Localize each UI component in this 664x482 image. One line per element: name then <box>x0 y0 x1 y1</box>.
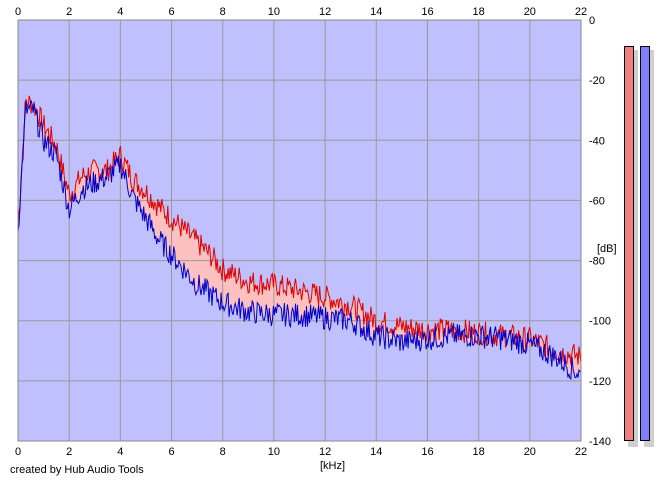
x-tick-label: 2 <box>66 446 72 458</box>
credit-text: created by Hub Audio Tools <box>10 464 144 476</box>
x-tick-label: 8 <box>220 6 226 18</box>
x-tick-label: 10 <box>268 6 280 18</box>
series-line-right <box>17 100 582 380</box>
x-tick-label: 22 <box>575 446 587 458</box>
x-tick-label: 22 <box>575 6 587 18</box>
x-tick-label: 4 <box>117 446 123 458</box>
y-tick-label: -100 <box>589 316 611 328</box>
level-meter-right <box>640 46 650 441</box>
y-tick-label: -80 <box>589 256 605 268</box>
y-tick-label: -140 <box>589 436 611 448</box>
x-tick-label: 12 <box>319 6 331 18</box>
y-axis-label: [dB] <box>597 243 617 255</box>
x-tick-label: 6 <box>168 446 174 458</box>
x-tick-label: 20 <box>524 446 536 458</box>
x-tick-label: 16 <box>421 6 433 18</box>
x-tick-label: 12 <box>319 446 331 458</box>
area-right <box>18 100 581 442</box>
y-ticks: 0 -20 -40 -60 -80 -100 -120 -140 <box>589 15 611 448</box>
spectrum-lines <box>17 95 582 380</box>
x-tick-label: 20 <box>524 6 536 18</box>
y-tick-label: -120 <box>589 376 611 388</box>
x-ticks-bottom: 0 2 4 6 8 10 12 14 16 18 20 22 <box>15 446 587 458</box>
x-tick-label: 14 <box>370 6 382 18</box>
x-tick-label: 0 <box>15 446 21 458</box>
y-tick-label: 0 <box>589 15 595 27</box>
x-tick-label: 8 <box>220 446 226 458</box>
x-tick-label: 4 <box>117 6 123 18</box>
x-tick-label: 0 <box>15 6 21 18</box>
x-ticks-top: 0 2 4 6 8 10 12 14 16 18 20 22 <box>15 6 587 18</box>
level-meter-left <box>624 46 634 441</box>
y-tick-label: -60 <box>589 195 605 207</box>
y-tick-label: -20 <box>589 75 605 87</box>
y-tick-label: -40 <box>589 135 605 147</box>
x-axis-label: [kHz] <box>320 460 345 472</box>
x-tick-label: 2 <box>66 6 72 18</box>
x-tick-label: 18 <box>473 446 485 458</box>
x-tick-label: 16 <box>421 446 433 458</box>
x-tick-label: 14 <box>370 446 382 458</box>
x-tick-label: 18 <box>473 6 485 18</box>
plot-frame <box>17 19 582 442</box>
spectrum-areas <box>18 95 581 442</box>
x-tick-label: 10 <box>268 446 280 458</box>
x-tick-label: 6 <box>168 6 174 18</box>
